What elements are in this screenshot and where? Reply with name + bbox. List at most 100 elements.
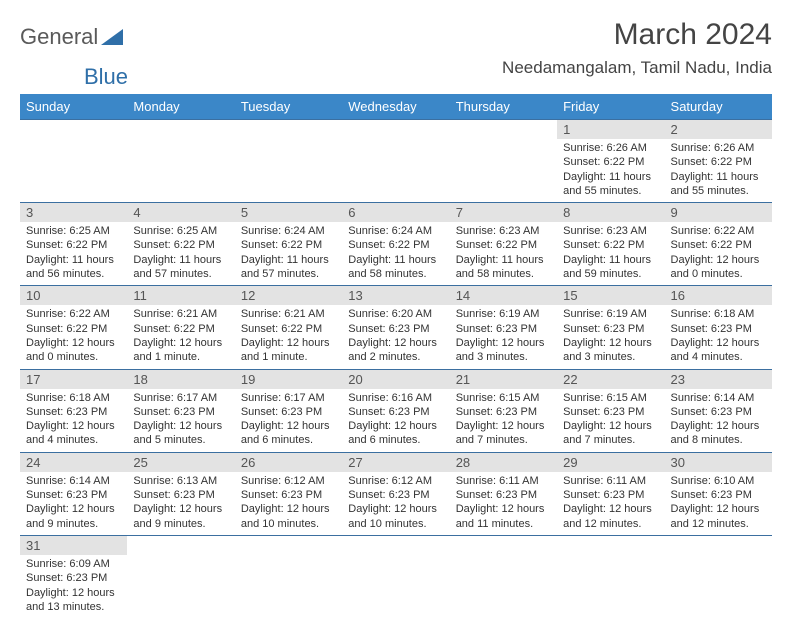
- day-number: 26: [235, 453, 342, 472]
- daylight-text: Daylight: 12 hours and 1 minute.: [241, 336, 336, 365]
- day-number: 31: [20, 536, 127, 555]
- day-number: 24: [20, 453, 127, 472]
- logo-word1: General: [20, 24, 98, 50]
- day-body: Sunrise: 6:16 AMSunset: 6:23 PMDaylight:…: [342, 389, 449, 452]
- day-number: 20: [342, 370, 449, 389]
- sunset-text: Sunset: 6:22 PM: [348, 238, 443, 252]
- sunrise-text: Sunrise: 6:16 AM: [348, 391, 443, 405]
- day-number: 28: [450, 453, 557, 472]
- calendar-cell: [450, 535, 557, 618]
- daylight-text: Daylight: 12 hours and 12 minutes.: [563, 502, 658, 531]
- day-body: Sunrise: 6:15 AMSunset: 6:23 PMDaylight:…: [557, 389, 664, 452]
- day-number: 2: [665, 120, 772, 139]
- day-body: Sunrise: 6:14 AMSunset: 6:23 PMDaylight:…: [20, 472, 127, 535]
- sunrise-text: Sunrise: 6:19 AM: [563, 307, 658, 321]
- sunset-text: Sunset: 6:23 PM: [671, 322, 766, 336]
- day-number: 5: [235, 203, 342, 222]
- sunrise-text: Sunrise: 6:11 AM: [456, 474, 551, 488]
- calendar-cell: 28Sunrise: 6:11 AMSunset: 6:23 PMDayligh…: [450, 452, 557, 535]
- day-body: Sunrise: 6:21 AMSunset: 6:22 PMDaylight:…: [127, 305, 234, 368]
- day-body: Sunrise: 6:11 AMSunset: 6:23 PMDaylight:…: [557, 472, 664, 535]
- day-body: Sunrise: 6:19 AMSunset: 6:23 PMDaylight:…: [557, 305, 664, 368]
- sunset-text: Sunset: 6:23 PM: [133, 488, 228, 502]
- day-body: Sunrise: 6:24 AMSunset: 6:22 PMDaylight:…: [342, 222, 449, 285]
- day-body: Sunrise: 6:13 AMSunset: 6:23 PMDaylight:…: [127, 472, 234, 535]
- day-body: Sunrise: 6:19 AMSunset: 6:23 PMDaylight:…: [450, 305, 557, 368]
- day-number: 16: [665, 286, 772, 305]
- daylight-text: Daylight: 12 hours and 7 minutes.: [563, 419, 658, 448]
- day-number: 7: [450, 203, 557, 222]
- daylight-text: Daylight: 12 hours and 7 minutes.: [456, 419, 551, 448]
- calendar-cell: 16Sunrise: 6:18 AMSunset: 6:23 PMDayligh…: [665, 286, 772, 369]
- day-header: Sunday: [20, 94, 127, 120]
- sunset-text: Sunset: 6:23 PM: [456, 322, 551, 336]
- daylight-text: Daylight: 11 hours and 57 minutes.: [241, 253, 336, 282]
- day-number: 3: [20, 203, 127, 222]
- daylight-text: Daylight: 12 hours and 13 minutes.: [26, 586, 121, 615]
- daylight-text: Daylight: 12 hours and 12 minutes.: [671, 502, 766, 531]
- daylight-text: Daylight: 11 hours and 58 minutes.: [456, 253, 551, 282]
- calendar-cell: [342, 120, 449, 203]
- sunrise-text: Sunrise: 6:22 AM: [26, 307, 121, 321]
- calendar-cell: 13Sunrise: 6:20 AMSunset: 6:23 PMDayligh…: [342, 286, 449, 369]
- day-body: Sunrise: 6:10 AMSunset: 6:23 PMDaylight:…: [665, 472, 772, 535]
- daylight-text: Daylight: 11 hours and 56 minutes.: [26, 253, 121, 282]
- sunrise-text: Sunrise: 6:26 AM: [671, 141, 766, 155]
- calendar-cell: [127, 120, 234, 203]
- calendar-cell: 12Sunrise: 6:21 AMSunset: 6:22 PMDayligh…: [235, 286, 342, 369]
- calendar-cell: 29Sunrise: 6:11 AMSunset: 6:23 PMDayligh…: [557, 452, 664, 535]
- sunset-text: Sunset: 6:23 PM: [241, 405, 336, 419]
- day-body: Sunrise: 6:25 AMSunset: 6:22 PMDaylight:…: [127, 222, 234, 285]
- day-body: Sunrise: 6:15 AMSunset: 6:23 PMDaylight:…: [450, 389, 557, 452]
- calendar-cell: 21Sunrise: 6:15 AMSunset: 6:23 PMDayligh…: [450, 369, 557, 452]
- day-number: 17: [20, 370, 127, 389]
- logo-word2: Blue: [84, 64, 792, 90]
- day-body: Sunrise: 6:23 AMSunset: 6:22 PMDaylight:…: [450, 222, 557, 285]
- day-number: 18: [127, 370, 234, 389]
- daylight-text: Daylight: 12 hours and 2 minutes.: [348, 336, 443, 365]
- calendar-cell: 2Sunrise: 6:26 AMSunset: 6:22 PMDaylight…: [665, 120, 772, 203]
- sunset-text: Sunset: 6:23 PM: [348, 488, 443, 502]
- day-number: 9: [665, 203, 772, 222]
- sunset-text: Sunset: 6:22 PM: [241, 238, 336, 252]
- calendar-cell: 9Sunrise: 6:22 AMSunset: 6:22 PMDaylight…: [665, 203, 772, 286]
- daylight-text: Daylight: 12 hours and 9 minutes.: [133, 502, 228, 531]
- calendar-cell: [127, 535, 234, 618]
- calendar-body: 1Sunrise: 6:26 AMSunset: 6:22 PMDaylight…: [20, 120, 772, 618]
- sunrise-text: Sunrise: 6:24 AM: [348, 224, 443, 238]
- daylight-text: Daylight: 12 hours and 3 minutes.: [456, 336, 551, 365]
- sunset-text: Sunset: 6:23 PM: [26, 571, 121, 585]
- calendar-cell: 31 Sunrise: 6:09 AMSunset: 6:23 PMDayligh…: [20, 535, 127, 618]
- calendar-cell: [235, 535, 342, 618]
- day-body: Sunrise: 6:17 AMSunset: 6:23 PMDaylight:…: [235, 389, 342, 452]
- sunrise-text: Sunrise: 6:18 AM: [671, 307, 766, 321]
- calendar-cell: 19Sunrise: 6:17 AMSunset: 6:23 PMDayligh…: [235, 369, 342, 452]
- sunrise-text: Sunrise: 6:20 AM: [348, 307, 443, 321]
- sunrise-text: Sunrise: 6:15 AM: [563, 391, 658, 405]
- day-body: Sunrise: 6:11 AMSunset: 6:23 PMDaylight:…: [450, 472, 557, 535]
- sunrise-text: Sunrise: 6:18 AM: [26, 391, 121, 405]
- sunrise-text: Sunrise: 6:15 AM: [456, 391, 551, 405]
- sunset-text: Sunset: 6:23 PM: [671, 488, 766, 502]
- sunset-text: Sunset: 6:23 PM: [671, 405, 766, 419]
- sunrise-text: Sunrise: 6:23 AM: [563, 224, 658, 238]
- day-header: Monday: [127, 94, 234, 120]
- daylight-text: Daylight: 12 hours and 6 minutes.: [241, 419, 336, 448]
- sunset-text: Sunset: 6:22 PM: [671, 238, 766, 252]
- month-title: March 2024: [502, 18, 772, 52]
- sunrise-text: Sunrise: 6:17 AM: [133, 391, 228, 405]
- calendar-cell: 11Sunrise: 6:21 AMSunset: 6:22 PMDayligh…: [127, 286, 234, 369]
- sunset-text: Sunset: 6:23 PM: [563, 322, 658, 336]
- calendar-table: SundayMondayTuesdayWednesdayThursdayFrid…: [20, 94, 772, 618]
- sunrise-text: Sunrise: 6:09 AM: [26, 557, 121, 571]
- sunset-text: Sunset: 6:23 PM: [456, 405, 551, 419]
- calendar-cell: 27Sunrise: 6:12 AMSunset: 6:23 PMDayligh…: [342, 452, 449, 535]
- sunrise-text: Sunrise: 6:12 AM: [241, 474, 336, 488]
- daylight-text: Daylight: 12 hours and 11 minutes.: [456, 502, 551, 531]
- sunset-text: Sunset: 6:22 PM: [563, 238, 658, 252]
- daylight-text: Daylight: 12 hours and 5 minutes.: [133, 419, 228, 448]
- day-body: Sunrise: 6:21 AMSunset: 6:22 PMDaylight:…: [235, 305, 342, 368]
- daylight-text: Daylight: 11 hours and 59 minutes.: [563, 253, 658, 282]
- logo-triangle-icon: [101, 29, 123, 45]
- calendar-cell: 22Sunrise: 6:15 AMSunset: 6:23 PMDayligh…: [557, 369, 664, 452]
